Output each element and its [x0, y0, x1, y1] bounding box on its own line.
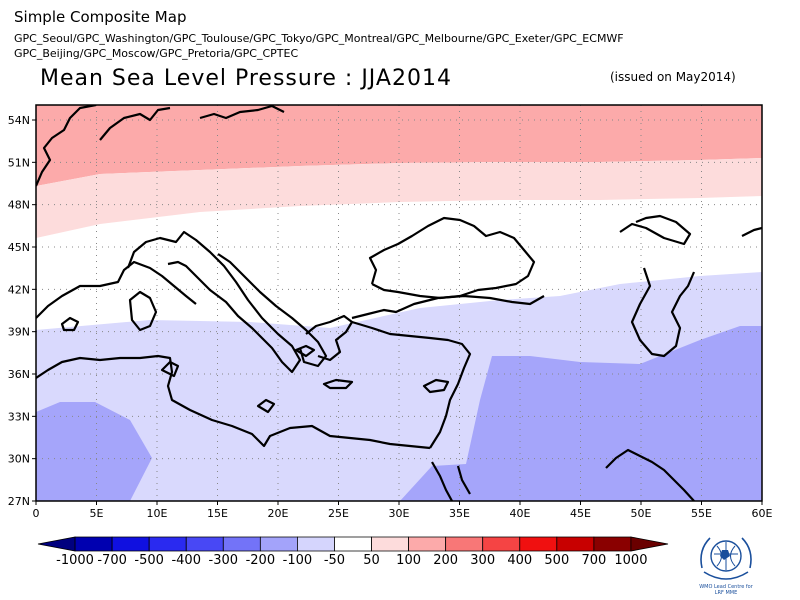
colorbar-label: -50 [324, 553, 345, 568]
colorbar-swatch [556, 536, 595, 552]
wmo-logo-icon [700, 537, 752, 580]
shade-neg-100-east [400, 326, 762, 501]
colorbar-label: 100 [396, 553, 421, 568]
lon-tick-label: 35E [449, 507, 470, 520]
lat-tick-label: 51N [8, 156, 30, 169]
models-list-line-1: GPC_Seoul/GPC_Washington/GPC_Toulouse/GP… [14, 32, 624, 45]
colorbar-labels: -1000 -700 -500 -400 -300 -200 -100 -50 50 100 200… [56, 553, 647, 568]
lat-tick-label: 54N [8, 114, 30, 127]
wmo-caption-line-2: LRF MME [714, 590, 738, 596]
colorbar-swatch [371, 536, 409, 552]
colorbar-label: -400 [171, 553, 201, 568]
colorbar-label: 700 [581, 553, 606, 568]
colorbar-swatch [111, 536, 150, 552]
colorbar-label: -500 [134, 553, 164, 568]
colorbar-swatch [148, 536, 187, 552]
colorbar-swatch [334, 536, 372, 552]
lon-tick-label: 40E [510, 507, 531, 520]
colorbar-label: -200 [246, 553, 276, 568]
colorbar-swatch [445, 536, 484, 552]
colorbar-label: 500 [544, 553, 569, 568]
colorbar-swatch [408, 536, 447, 552]
lon-tick-label: 20E [268, 507, 289, 520]
lon-tick-label: 30E [389, 507, 410, 520]
colorbar-swatch [297, 536, 335, 552]
colorbar-label: 50 [363, 553, 380, 568]
colorbar-label: -300 [209, 553, 239, 568]
lon-tick-label: 60E [752, 507, 773, 520]
map-title: Mean Sea Level Pressure : JJA2014 [40, 66, 452, 91]
coastlines [36, 105, 762, 501]
grid-lines [36, 105, 762, 501]
issued-date: (issued on May2014) [610, 70, 736, 84]
longitude-axis: 0 5E 10E 15E 20E 25E 30E 35E 40E 45E 50E 55E 60E [33, 501, 773, 520]
lat-tick-label: 39N [8, 326, 30, 339]
lat-tick-label: 36N [8, 368, 30, 381]
shade-neg-100 [36, 402, 152, 501]
lat-tick-label: 42N [8, 283, 30, 296]
colorbar-label: -1000 [56, 553, 94, 568]
app-title: Simple Composite Map [14, 8, 187, 26]
lon-tick-label: 25E [328, 507, 349, 520]
colorbar-label: -700 [97, 553, 127, 568]
colorbar [37, 536, 669, 552]
colorbar-label: -100 [283, 553, 313, 568]
colorbar-swatch [37, 536, 76, 552]
colorbar-swatch [593, 536, 632, 552]
colorbar-swatch [259, 536, 298, 552]
lat-tick-label: 48N [8, 199, 30, 212]
lon-tick-label: 0 [33, 507, 40, 520]
lon-tick-label: 15E [207, 507, 228, 520]
lat-tick-label: 33N [8, 410, 30, 423]
lon-tick-label: 55E [691, 507, 712, 520]
colorbar-swatch [519, 536, 558, 552]
models-list-line-2: GPC_Beijing/GPC_Moscow/GPC_Pretoria/GPC_… [14, 47, 299, 60]
lon-tick-label: 5E [90, 507, 104, 520]
colorbar-label: 200 [433, 553, 458, 568]
wmo-logo-caption: WMO Lead Centre for LRF MME [688, 584, 764, 596]
colorbar-swatch [185, 536, 224, 552]
colorbar-swatch [630, 536, 669, 552]
colorbar-swatch [74, 536, 113, 552]
lat-tick-label: 27N [8, 495, 30, 508]
lat-tick-label: 30N [8, 453, 30, 466]
colorbar-swatch [222, 536, 261, 552]
colorbar-label: 1000 [614, 553, 647, 568]
lat-tick-label: 45N [8, 241, 30, 254]
latitude-axis: 54N 51N 48N 45N 42N 39N 36N 33N 30N 27N [8, 114, 36, 508]
lon-tick-label: 50E [631, 507, 652, 520]
colorbar-label: 400 [507, 553, 532, 568]
colorbar-label: 300 [470, 553, 495, 568]
wmo-caption-line-1: WMO Lead Centre for [699, 584, 753, 590]
lon-tick-label: 10E [147, 507, 168, 520]
colorbar-swatch [482, 536, 521, 552]
lon-tick-label: 45E [570, 507, 591, 520]
